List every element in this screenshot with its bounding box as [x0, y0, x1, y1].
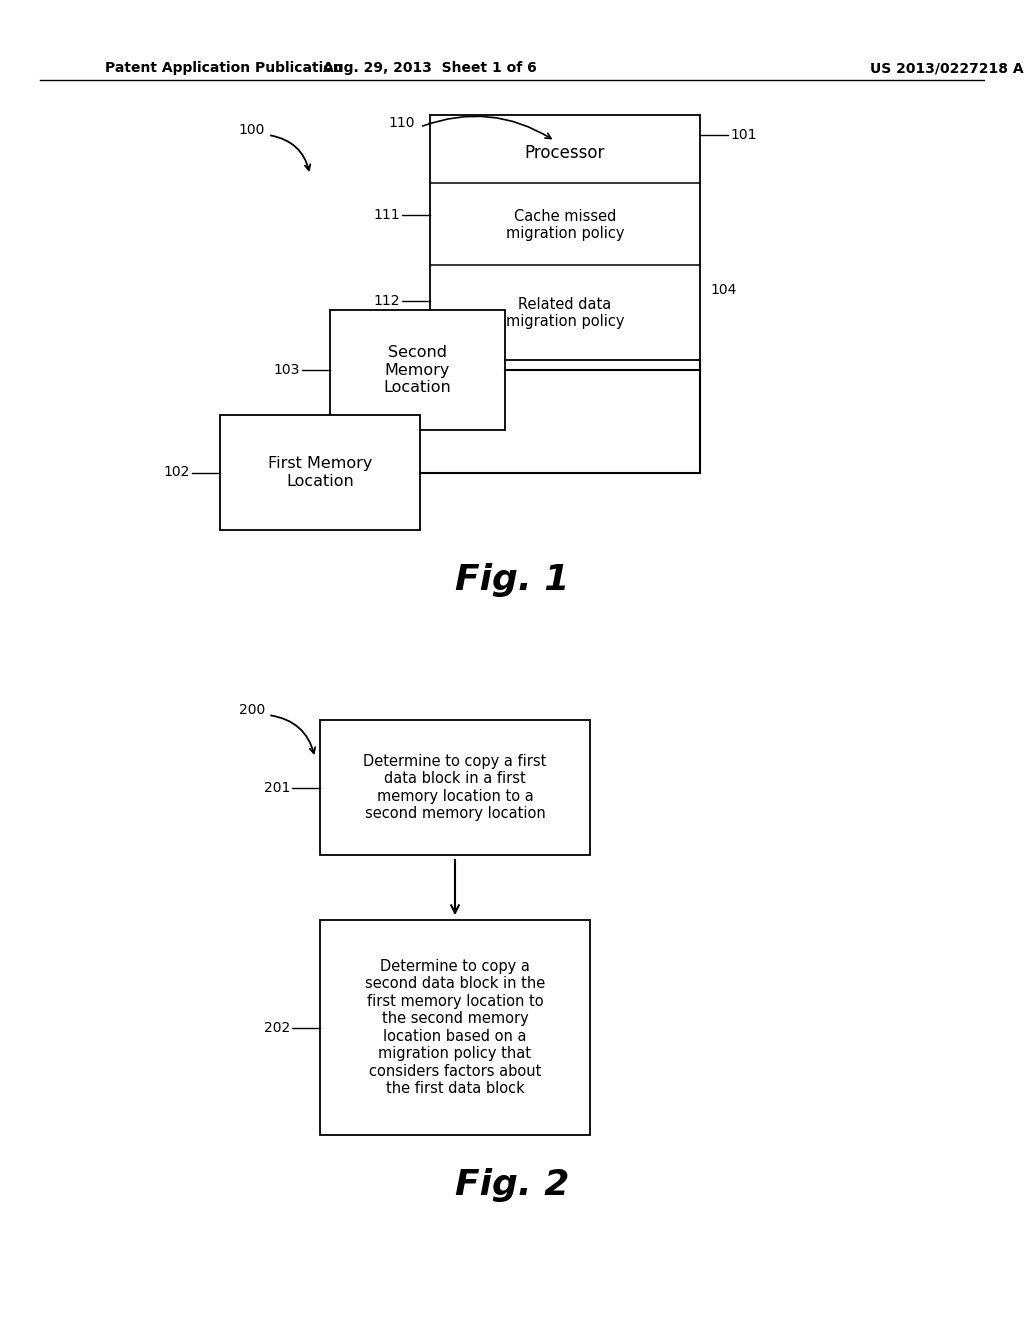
Text: 201: 201: [263, 780, 290, 795]
Bar: [330, 310, 505, 430]
Text: 202: 202: [264, 1020, 290, 1035]
Text: Cache missed
migration policy: Cache missed migration policy: [506, 209, 625, 242]
Bar: [319, 920, 590, 1135]
Text: 102: 102: [164, 466, 190, 479]
Text: Determine to copy a
second data block in the
first memory location to
the second: Determine to copy a second data block in…: [365, 960, 545, 1096]
Text: 100: 100: [239, 123, 265, 137]
Text: 103: 103: [273, 363, 300, 378]
Bar: [319, 719, 590, 855]
Bar: [430, 115, 700, 360]
Text: Patent Application Publication: Patent Application Publication: [105, 61, 343, 75]
Text: Fig. 1: Fig. 1: [455, 564, 569, 597]
Text: 101: 101: [730, 128, 757, 143]
Bar: [220, 414, 420, 531]
Text: 111: 111: [374, 209, 400, 222]
Text: 110: 110: [388, 116, 415, 129]
Text: Processor: Processor: [525, 144, 605, 162]
Text: First Memory
Location: First Memory Location: [268, 457, 372, 488]
Text: US 2013/0227218 A1: US 2013/0227218 A1: [870, 61, 1024, 75]
Text: 112: 112: [374, 294, 400, 308]
Text: Second
Memory
Location: Second Memory Location: [384, 345, 452, 395]
Text: Aug. 29, 2013  Sheet 1 of 6: Aug. 29, 2013 Sheet 1 of 6: [324, 61, 537, 75]
Text: Related data
migration policy: Related data migration policy: [506, 297, 625, 329]
Text: Determine to copy a first
data block in a first
memory location to a
second memo: Determine to copy a first data block in …: [364, 754, 547, 821]
Text: 104: 104: [710, 282, 736, 297]
Text: Fig. 2: Fig. 2: [455, 1168, 569, 1203]
Text: 200: 200: [239, 704, 265, 717]
